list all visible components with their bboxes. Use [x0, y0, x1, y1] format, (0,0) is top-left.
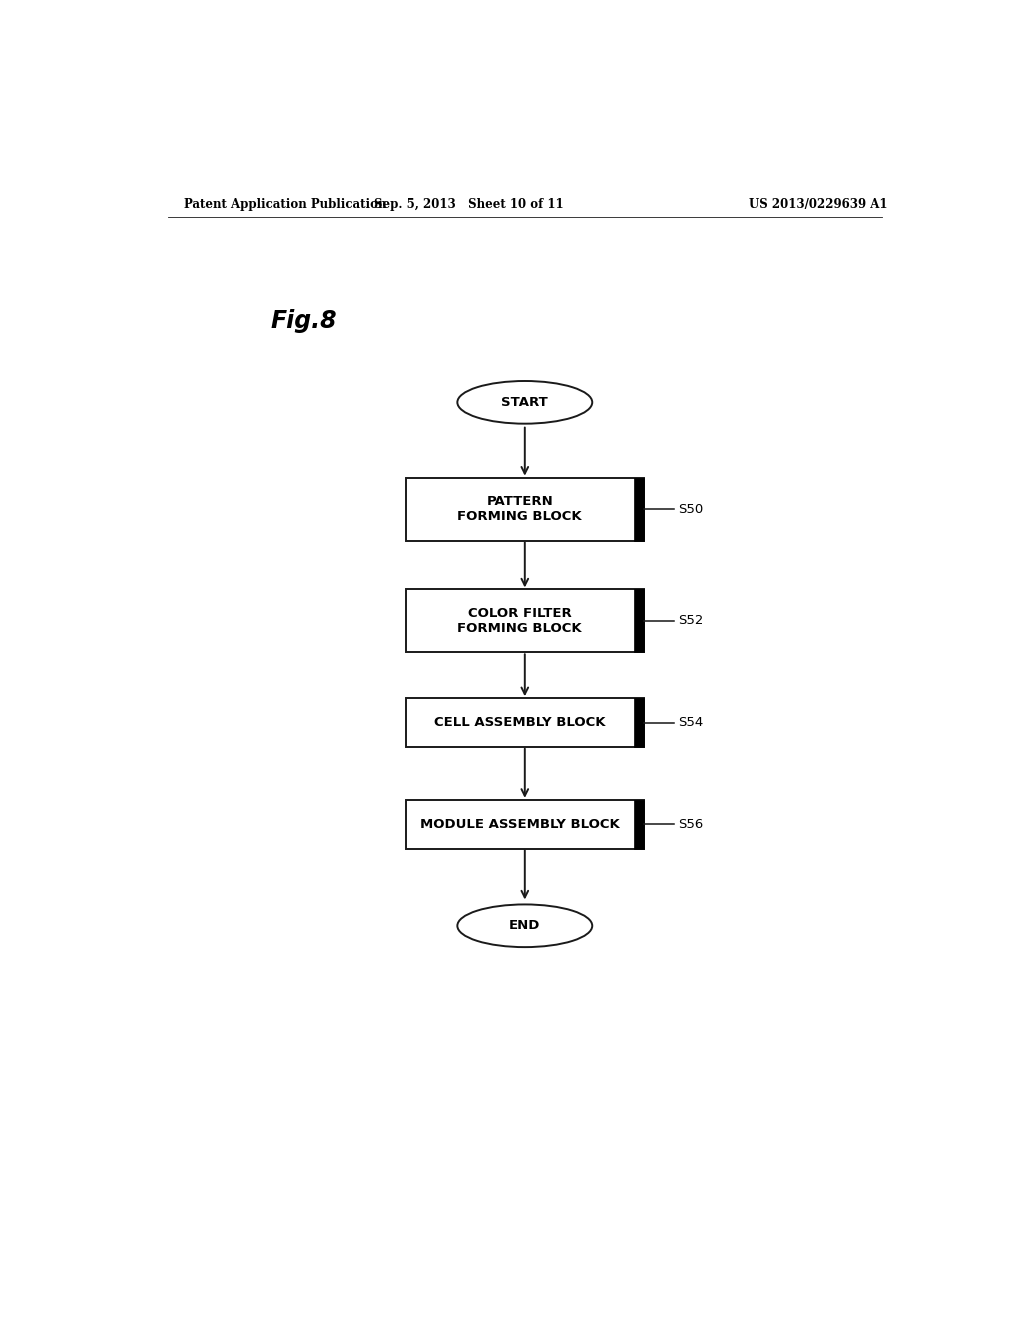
Text: MODULE ASSEMBLY BLOCK: MODULE ASSEMBLY BLOCK [420, 817, 620, 830]
Text: S54: S54 [678, 715, 703, 729]
Text: S52: S52 [678, 614, 703, 627]
FancyBboxPatch shape [406, 800, 644, 849]
FancyBboxPatch shape [634, 698, 644, 747]
Text: CELL ASSEMBLY BLOCK: CELL ASSEMBLY BLOCK [434, 715, 605, 729]
Text: S56: S56 [678, 817, 703, 830]
FancyBboxPatch shape [634, 800, 644, 849]
FancyBboxPatch shape [634, 478, 644, 541]
Text: COLOR FILTER
FORMING BLOCK: COLOR FILTER FORMING BLOCK [458, 607, 582, 635]
Text: PATTERN
FORMING BLOCK: PATTERN FORMING BLOCK [458, 495, 582, 523]
FancyBboxPatch shape [634, 589, 644, 652]
FancyBboxPatch shape [406, 698, 644, 747]
Text: END: END [509, 919, 541, 932]
Text: S50: S50 [678, 503, 703, 516]
Text: US 2013/0229639 A1: US 2013/0229639 A1 [750, 198, 888, 211]
Text: Fig.8: Fig.8 [270, 309, 338, 333]
Text: Sep. 5, 2013   Sheet 10 of 11: Sep. 5, 2013 Sheet 10 of 11 [375, 198, 564, 211]
FancyBboxPatch shape [406, 478, 644, 541]
Text: Patent Application Publication: Patent Application Publication [183, 198, 386, 211]
Ellipse shape [458, 381, 592, 424]
Ellipse shape [458, 904, 592, 948]
Text: START: START [502, 396, 548, 409]
FancyBboxPatch shape [406, 589, 644, 652]
